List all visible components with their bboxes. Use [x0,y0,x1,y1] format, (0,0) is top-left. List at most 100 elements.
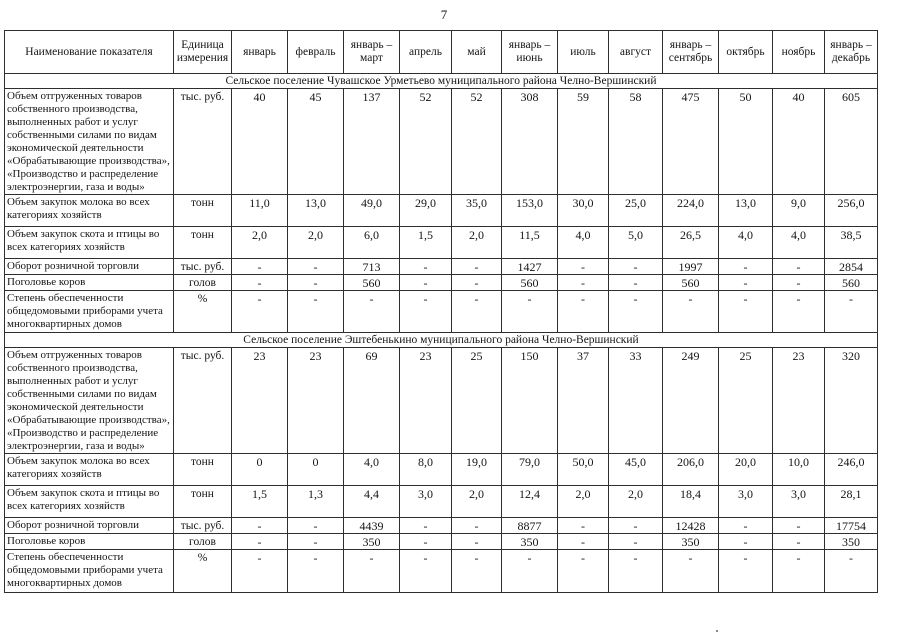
value-cell: - [557,549,609,593]
value-cell: - [772,258,825,275]
value-cell: - [662,290,719,333]
value-cell: - [718,274,773,291]
value-cell: 10,0 [772,453,825,486]
value-cell: 1997 [662,258,719,275]
value-cell: - [772,533,825,550]
value-cell: 1427 [501,258,558,275]
indicator-cell: Объем закупок скота и птицы во всех кате… [4,226,174,259]
value-cell: 1,3 [287,485,344,518]
value-cell: 45 [287,88,344,195]
value-cell: 52 [399,88,452,195]
header-period-11: январь – декабрь [824,30,878,74]
value-cell: 50,0 [557,453,609,486]
value-cell: 2854 [824,258,878,275]
unit-cell: тыс. руб. [173,88,232,195]
value-cell: 2,0 [451,485,502,518]
value-cell: 475 [662,88,719,195]
indicator-cell: Объем отгруженных товаров собственного п… [4,88,174,195]
value-cell: 605 [824,88,878,195]
value-cell: 137 [343,88,400,195]
value-cell: 45,0 [608,453,663,486]
table-row: Оборот розничной торговли тыс. руб. - -4439… [4,517,878,534]
value-cell: 206,0 [662,453,719,486]
value-cell: 256,0 [824,194,878,227]
indicator-cell: Степень обеспеченности общедомовыми приб… [4,549,174,593]
value-cell: 59 [557,88,609,195]
value-cell: 13,0 [287,194,344,227]
unit-cell: тонн [173,453,232,486]
value-cell: 23 [287,347,344,454]
value-cell: 12,4 [501,485,558,518]
table-row: Поголовье коров голов - -560- -560- -560- -560 [4,274,878,291]
unit-cell: голов [173,274,232,291]
value-cell: 2,0 [608,485,663,518]
value-cell: 30,0 [557,194,609,227]
unit-cell: % [173,290,232,333]
value-cell: 17754 [824,517,878,534]
value-cell: 28,1 [824,485,878,518]
value-cell: 4,0 [718,226,773,259]
value-cell: - [399,549,452,593]
value-cell: - [451,517,502,534]
value-cell: 350 [501,533,558,550]
value-cell: 38,5 [824,226,878,259]
value-cell: 29,0 [399,194,452,227]
value-cell: 23 [399,347,452,454]
table-row: Объем закупок молока во всех категориях … [4,453,878,486]
value-cell: - [824,549,878,593]
value-cell: - [608,258,663,275]
value-cell: - [231,549,288,593]
value-cell: 4439 [343,517,400,534]
value-cell: - [287,290,344,333]
value-cell: 150 [501,347,558,454]
value-cell: - [231,290,288,333]
table-row: Степень обеспеченности общедомовыми приб… [4,549,878,593]
value-cell: 13,0 [718,194,773,227]
table-body: Сельское поселение Чувашское Урметьево м… [4,73,878,593]
value-cell: - [772,549,825,593]
header-unit: Единица измерения [173,30,232,74]
table-row: Объем закупок скота и птицы во всех кате… [4,226,878,259]
page-number: 7 [440,7,448,22]
indicator-cell: Оборот розничной торговли [4,258,174,275]
value-cell: - [608,533,663,550]
value-cell: 350 [662,533,719,550]
value-cell: 35,0 [451,194,502,227]
value-cell: - [231,517,288,534]
value-cell: - [772,274,825,291]
value-cell: 9,0 [772,194,825,227]
value-cell: 246,0 [824,453,878,486]
value-cell: 0 [231,453,288,486]
table-row: Поголовье коров голов - -350- -350- -350- -350 [4,533,878,550]
value-cell: - [824,290,878,333]
value-cell: 6,0 [343,226,400,259]
table-header: Наименование показателя Единица измерения… [4,30,878,74]
value-cell: 18,4 [662,485,719,518]
value-cell: 713 [343,258,400,275]
header-period-6: июль [557,30,609,74]
value-cell: - [501,549,558,593]
value-cell: 2,0 [557,485,609,518]
value-cell: 350 [343,533,400,550]
value-cell: 320 [824,347,878,454]
header-period-0: январь [231,30,288,74]
section-title: Сельское поселение Чувашское Урметьево м… [4,73,878,89]
indicators-table: Наименование показателя Единица измерения… [4,30,878,593]
value-cell: - [399,258,452,275]
value-cell: 3,0 [399,485,452,518]
header-period-2: январь – март [343,30,400,74]
value-cell: - [557,274,609,291]
value-cell: 4,0 [557,226,609,259]
value-cell: - [772,290,825,333]
value-cell: 40 [772,88,825,195]
indicator-cell: Объем отгруженных товаров собственного п… [4,347,174,454]
value-cell: 3,0 [718,485,773,518]
value-cell: 5,0 [608,226,663,259]
unit-cell: тонн [173,226,232,259]
value-cell: 8,0 [399,453,452,486]
header-period-1: февраль [287,30,344,74]
table-row: Оборот розничной торговли тыс. руб. - -713-… [4,258,878,275]
header-row: Наименование показателя Единица измерения… [4,30,878,74]
value-cell: 4,0 [772,226,825,259]
